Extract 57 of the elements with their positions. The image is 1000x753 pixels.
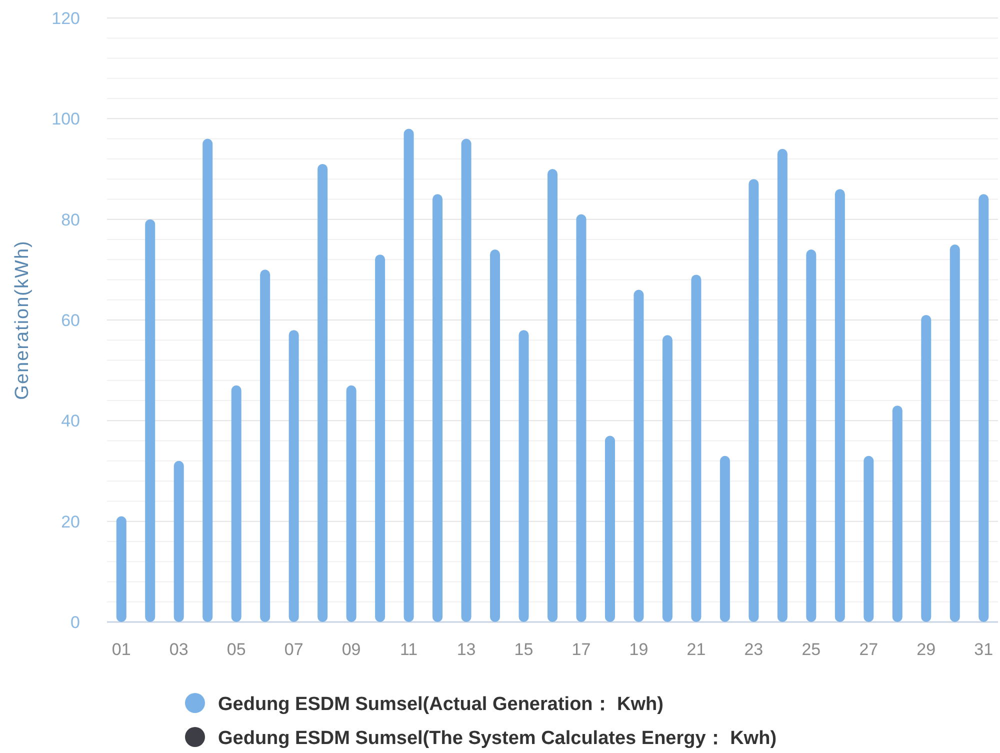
bar <box>921 314 932 622</box>
x-tick-label: 21 <box>686 640 706 659</box>
bar <box>145 219 156 622</box>
x-tick-label: 11 <box>400 640 418 659</box>
legend-label: Gedung ESDM Sumsel(The System Calculates Energy： Kwh) <box>218 728 777 749</box>
x-tick-label: 05 <box>226 640 246 659</box>
bar <box>806 250 816 622</box>
bar <box>691 274 702 622</box>
x-tick-label: 23 <box>744 640 764 659</box>
bar <box>231 385 242 622</box>
bar <box>834 189 845 622</box>
bar <box>662 335 672 622</box>
bar <box>202 138 213 622</box>
y-tick-label: 100 <box>52 110 80 129</box>
x-tick-label: 27 <box>859 640 878 659</box>
y-tick-label: 60 <box>61 311 80 330</box>
x-tick-label: 15 <box>514 640 534 659</box>
x-tick-label: 31 <box>974 640 994 659</box>
x-tick-label: 13 <box>456 640 476 659</box>
x-tick-label: 01 <box>112 640 131 659</box>
bar <box>174 460 184 622</box>
bar <box>950 244 960 622</box>
x-tick-label: 09 <box>342 640 361 659</box>
x-tick-label: 07 <box>284 640 304 659</box>
bar <box>404 128 414 622</box>
bar <box>288 330 299 622</box>
y-tick-label: 40 <box>61 412 80 431</box>
bar <box>978 194 989 622</box>
x-tick-label: 19 <box>629 640 648 659</box>
bar <box>720 456 730 622</box>
bar <box>748 179 759 622</box>
bar <box>634 290 644 622</box>
bar <box>892 406 902 622</box>
x-tick-label: 03 <box>169 640 188 659</box>
y-tick-label: 20 <box>61 512 80 532</box>
bar <box>260 270 270 622</box>
x-tick-label: 25 <box>802 640 821 659</box>
bar <box>490 250 500 622</box>
bar <box>116 516 126 622</box>
y-tick-label: 0 <box>70 613 80 632</box>
bar <box>346 385 356 622</box>
x-tick-label: 17 <box>572 640 591 659</box>
bar <box>548 169 558 622</box>
bar <box>461 138 472 622</box>
y-tick-label: 80 <box>61 210 80 230</box>
bar <box>864 456 874 622</box>
x-tick-label: 29 <box>916 640 936 659</box>
bar <box>518 330 529 622</box>
y-axis-title: Generation(kWh) <box>12 240 33 400</box>
bar <box>604 436 615 622</box>
bar <box>576 214 586 622</box>
bar <box>432 194 443 622</box>
bar <box>777 148 788 622</box>
bar <box>375 254 386 622</box>
y-tick-label: 120 <box>52 9 80 28</box>
legend-label: Gedung ESDM Sumsel(Actual Generation： Kwh) <box>218 694 664 715</box>
bar <box>318 164 328 622</box>
